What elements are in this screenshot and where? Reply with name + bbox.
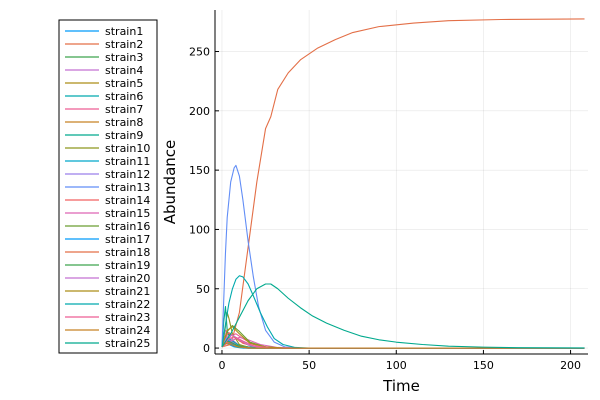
y-tick-label: 250 [189, 46, 210, 59]
series-line-strain24 [221, 342, 585, 349]
legend-item: strain17 [65, 233, 150, 246]
legend-label: strain7 [105, 103, 143, 116]
series-line-strain2 [221, 18, 585, 348]
series-line-strain3 [221, 335, 585, 349]
legend-item: strain21 [65, 285, 150, 298]
x-tick-label: 0 [218, 359, 225, 372]
legend-label: strain9 [105, 129, 143, 142]
legend-item: strain12 [65, 168, 150, 181]
series-lines [221, 18, 585, 349]
legend-label: strain17 [105, 233, 150, 246]
series-line-strain13 [221, 164, 585, 349]
legend-label: strain12 [105, 168, 150, 181]
legend-item: strain5 [65, 77, 143, 90]
legend-item: strain10 [65, 142, 150, 155]
legend-label: strain1 [105, 25, 143, 38]
legend-label: strain21 [105, 285, 150, 298]
legend-label: strain19 [105, 259, 150, 272]
legend-label: strain13 [105, 181, 150, 194]
grid-lines [215, 10, 588, 354]
legend-label: strain22 [105, 298, 150, 311]
series-line-strain7 [221, 333, 585, 349]
legend-item: strain7 [65, 103, 143, 116]
legend-item: strain13 [65, 181, 150, 194]
legend-item: strain11 [65, 155, 150, 168]
legend-item: strain20 [65, 272, 150, 285]
legend-label: strain18 [105, 246, 150, 259]
legend-label: strain6 [105, 90, 143, 103]
legend-item: strain19 [65, 259, 150, 272]
legend-item: strain22 [65, 298, 150, 311]
series-line-strain4 [221, 329, 585, 349]
legend-label: strain24 [105, 324, 150, 337]
series-line-strain20 [221, 334, 585, 349]
legend: strain1strain2strain3strain4strain5strai… [58, 19, 158, 354]
legend-item: strain2 [65, 38, 143, 51]
legend-label: strain14 [105, 194, 150, 207]
legend-label: strain10 [105, 142, 150, 155]
legend-item: strain16 [65, 220, 150, 233]
legend-label: strain25 [105, 337, 150, 350]
series-line-strain9 [221, 306, 585, 349]
legend-label: strain8 [105, 116, 143, 129]
legend-item: strain3 [65, 51, 143, 64]
legend-label: strain3 [105, 51, 143, 64]
legend-label: strain5 [105, 77, 143, 90]
legend-item: strain24 [65, 324, 150, 337]
x-axis-title: Time [382, 377, 420, 395]
x-tick-label: 100 [386, 359, 407, 372]
x-tick-label: 50 [302, 359, 316, 372]
y-tick-label: 50 [196, 283, 210, 296]
y-tick-label: 150 [189, 164, 210, 177]
legend-item: strain18 [65, 246, 150, 259]
series-line-strain8 [221, 333, 585, 349]
legend-item: strain23 [65, 311, 150, 324]
legend-label: strain23 [105, 311, 150, 324]
legend-item: strain1 [65, 25, 143, 38]
x-tick-label: 200 [560, 359, 581, 372]
series-line-strain25 [221, 283, 585, 349]
tick-labels: 0 50 100 150 200 0 50 100 150 200 250 [189, 46, 581, 372]
legend-item: strain8 [65, 116, 143, 129]
legend-item: strain15 [65, 207, 150, 220]
y-tick-label: 100 [189, 223, 210, 236]
legend-label: strain15 [105, 207, 150, 220]
series-line-strain22 [221, 275, 585, 349]
legend-item: strain9 [65, 129, 143, 142]
legend-label: strain16 [105, 220, 150, 233]
series-line-strain21 [221, 326, 585, 349]
y-tick-label: 200 [189, 105, 210, 118]
x-tick-label: 150 [473, 359, 494, 372]
legend-label: strain2 [105, 38, 143, 51]
y-tick-label: 0 [203, 342, 210, 355]
legend-label: strain4 [105, 64, 143, 77]
y-axis-title: Abundance [161, 140, 179, 225]
legend-item: strain6 [65, 90, 143, 103]
series-line-strain16 [221, 324, 585, 349]
legend-item: strain14 [65, 194, 150, 207]
legend-item: strain4 [65, 64, 143, 77]
axes [214, 10, 588, 355]
legend-label: strain20 [105, 272, 150, 285]
legend-label: strain11 [105, 155, 150, 168]
legend-item: strain25 [65, 337, 150, 350]
